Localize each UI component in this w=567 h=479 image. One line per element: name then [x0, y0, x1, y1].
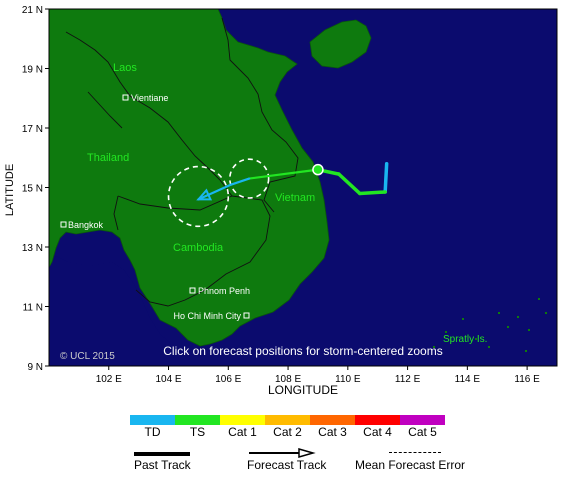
category-labels: TD TS Cat 1 Cat 2 Cat 3 Cat 4 Cat 5	[130, 425, 445, 439]
category-label: Cat 1	[228, 425, 257, 439]
city-label-bangkok: Bangkok	[68, 220, 104, 230]
past-track-segment	[337, 172, 362, 196]
lat-tick-label: 19 N	[22, 65, 43, 76]
past-track-segment	[358, 190, 387, 196]
longitude-axis: 102 E 104 E 106 E 108 E 110 E 112 E 114 E 116 E	[96, 366, 540, 385]
forecast-track-key: Forecast Track	[247, 448, 347, 478]
forecast-error-circles	[167, 158, 270, 228]
forecast-track-key-label: Forecast Track	[247, 458, 327, 472]
category-label: Cat 4	[363, 425, 392, 439]
city-markers	[60, 94, 250, 319]
category-label: TD	[144, 425, 161, 439]
past-track-segment	[383, 161, 389, 194]
country-label-thailand: Thailand	[87, 152, 129, 164]
city-marker-vientiane	[122, 94, 129, 101]
lat-tick-label: 21 N	[22, 5, 43, 16]
error-circle-day2	[167, 165, 230, 228]
lon-tick-label: 102 E	[96, 374, 122, 385]
x-axis-title: LONGITUDE	[268, 383, 338, 397]
click-hint-text: Click on forecast positions for storm-ce…	[163, 344, 442, 358]
category-swatch	[310, 415, 355, 425]
city-label-phnom-penh: Phnom Penh	[198, 286, 250, 296]
mean-error-key: Mean Forecast Error	[355, 452, 475, 478]
region-label-spratly: Spratly Is.	[443, 334, 487, 345]
forecast-track-segment[interactable]	[197, 183, 233, 201]
storm-current-position[interactable]	[312, 163, 324, 176]
country-label-vietnam: Vietnam	[275, 192, 315, 204]
small-islands	[433, 298, 547, 352]
forecast-track-segment[interactable]	[230, 177, 251, 186]
forecast-track[interactable]	[196, 168, 320, 201]
lat-tick-label: 13 N	[22, 243, 43, 254]
category-swatch	[400, 415, 445, 425]
category-swatch	[265, 415, 310, 425]
lon-tick-label: 114 E	[455, 374, 481, 385]
mean-error-key-label: Mean Forecast Error	[355, 458, 466, 472]
storm-track-map: Laos Thailand Cambodia Vietnam Vientiane…	[4, 5, 558, 397]
city-label-vientiane: Vientiane	[131, 93, 168, 103]
country-borders	[65, 17, 299, 307]
category-label: Cat 3	[318, 425, 347, 439]
lon-tick-label: 106 E	[215, 374, 241, 385]
category-swatch	[130, 415, 175, 425]
forecast-track-arrow-icon	[249, 448, 316, 458]
mean-error-swatch	[389, 452, 441, 453]
category-swatch	[355, 415, 400, 425]
gulf-of-thailand	[49, 256, 240, 366]
latitude-axis: 21 N 19 N 17 N 15 N 13 N 11 N 9 N	[22, 5, 49, 373]
city-marker-hcmc	[243, 312, 250, 319]
lat-tick-label: 11 N	[23, 303, 43, 314]
lon-tick-label: 112 E	[395, 374, 421, 385]
forecast-track-segment[interactable]	[248, 168, 320, 180]
category-swatch	[220, 415, 265, 425]
category-label: TS	[189, 425, 206, 439]
error-circle-day1	[228, 158, 270, 199]
category-color-bar	[130, 415, 445, 425]
lat-tick-label: 9 N	[27, 362, 43, 373]
city-marker-phnom-penh	[189, 287, 196, 294]
copyright-text: © UCL 2015	[60, 351, 115, 362]
category-swatch	[175, 415, 220, 425]
city-label-hcmc: Ho Chi Minh City	[173, 311, 241, 321]
hainan-island	[309, 19, 372, 69]
y-axis-title: LATITUDE	[4, 164, 16, 216]
past-track-swatch	[134, 452, 190, 456]
country-label-cambodia: Cambodia	[173, 242, 224, 254]
lon-tick-label: 104 E	[155, 374, 181, 385]
lon-tick-label: 110 E	[335, 374, 361, 385]
lon-tick-label: 108 E	[275, 374, 301, 385]
city-marker-bangkok	[60, 221, 67, 228]
past-track-key: Past Track	[134, 452, 234, 478]
lon-tick-label: 116 E	[514, 374, 540, 385]
indochina-landmass	[49, 9, 330, 347]
category-label: Cat 5	[408, 425, 437, 439]
country-label-laos: Laos	[113, 62, 137, 74]
lat-tick-label: 15 N	[22, 184, 43, 195]
lat-tick-label: 17 N	[22, 124, 43, 135]
past-track-key-label: Past Track	[134, 458, 191, 472]
category-label: Cat 2	[273, 425, 302, 439]
past-track	[316, 161, 389, 196]
forecast-arrowhead[interactable]	[196, 188, 213, 201]
